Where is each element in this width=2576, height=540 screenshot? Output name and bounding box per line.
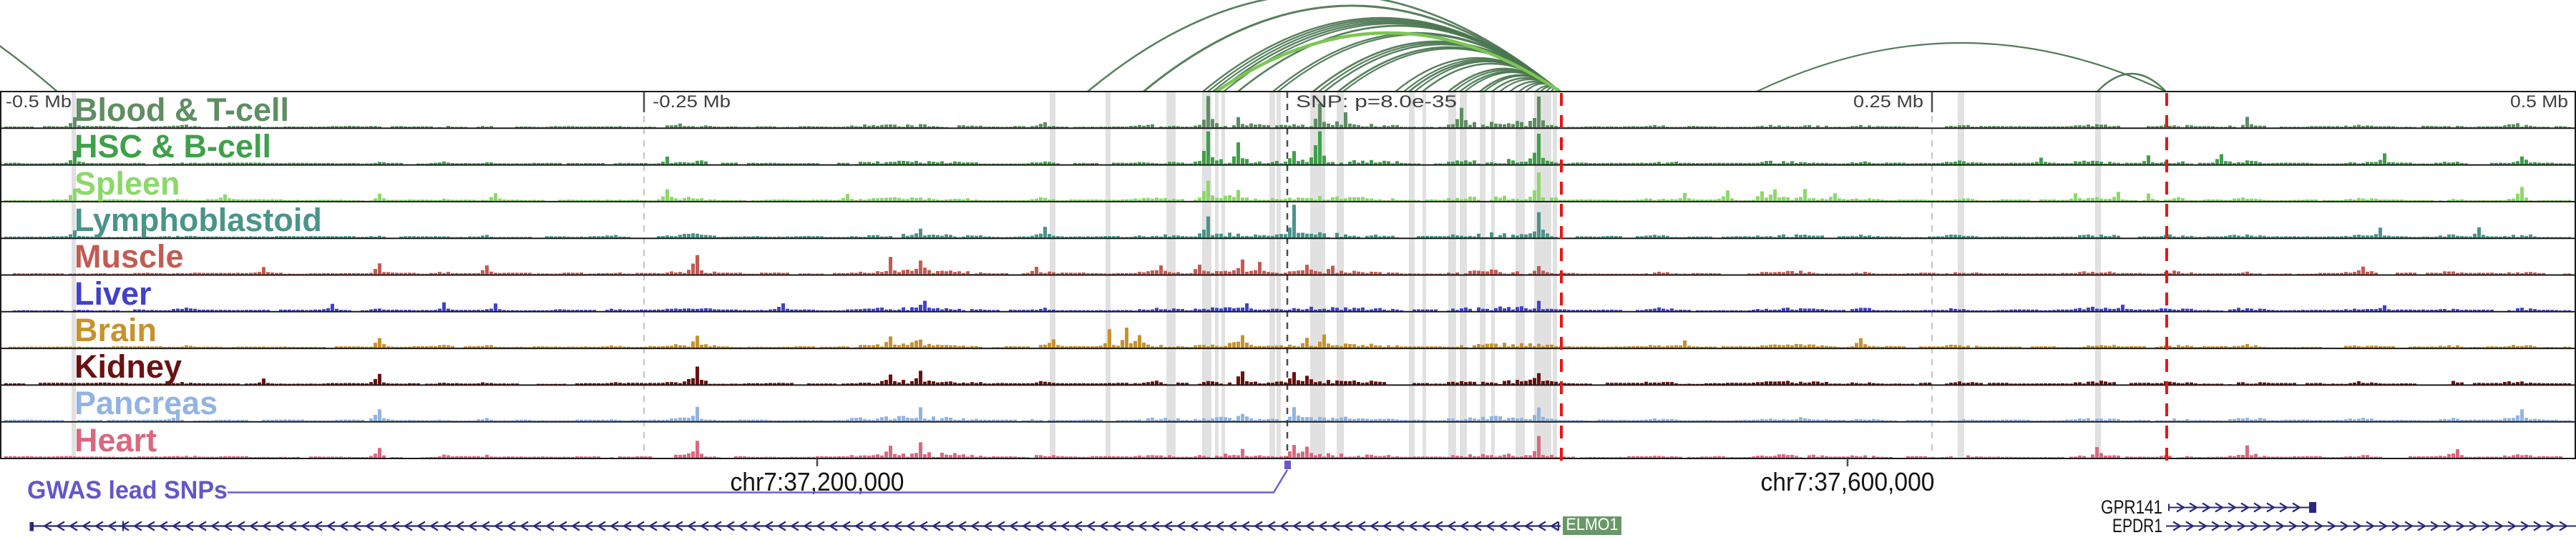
svg-text:Liver: Liver (74, 275, 152, 312)
svg-text:ELMO1: ELMO1 (1566, 515, 1619, 534)
svg-text:Brain: Brain (74, 312, 157, 348)
svg-text:GPR141: GPR141 (2101, 496, 2162, 518)
svg-text:GWAS lead SNPs: GWAS lead SNPs (27, 476, 228, 504)
svg-text:-0.5 Mb: -0.5 Mb (6, 92, 72, 112)
svg-text:Lymphoblastoid: Lymphoblastoid (74, 202, 322, 238)
svg-text:Blood & T-cell: Blood & T-cell (74, 92, 289, 128)
svg-text:0.5 Mb: 0.5 Mb (2510, 92, 2568, 112)
svg-text:chr7:37,200,000: chr7:37,200,000 (731, 467, 904, 496)
svg-text:Kidney: Kidney (74, 348, 182, 385)
svg-text:SNP: p=8.0e-35: SNP: p=8.0e-35 (1296, 92, 1457, 112)
svg-text:HSC & B-cell: HSC & B-cell (74, 128, 271, 165)
svg-text:0.25 Mb: 0.25 Mb (1853, 92, 1923, 112)
svg-text:Muscle: Muscle (74, 238, 184, 275)
svg-text:Pancreas: Pancreas (74, 385, 218, 421)
svg-text:Heart: Heart (74, 422, 157, 458)
svg-text:chr7:37,600,000: chr7:37,600,000 (1761, 467, 1935, 496)
svg-text:-0.25 Mb: -0.25 Mb (653, 92, 731, 112)
svg-text:EPDR1: EPDR1 (2112, 515, 2162, 536)
svg-text:Spleen: Spleen (74, 165, 180, 202)
